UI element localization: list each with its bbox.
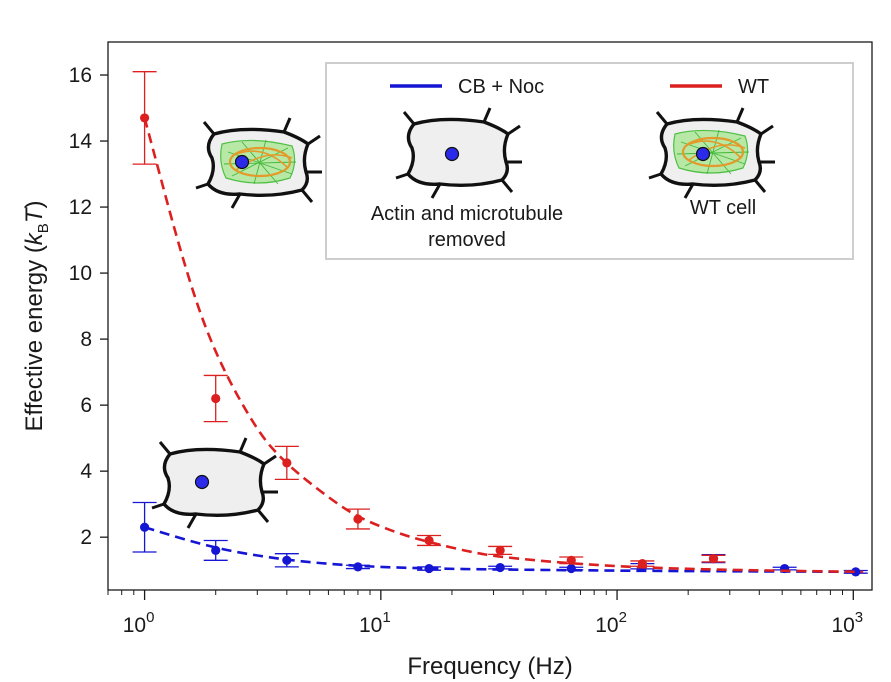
x-tick-label-exponent: 2 [619,609,627,626]
x-tick-label-base: 10 [595,614,618,637]
y-tick-label: 8 [80,328,92,351]
data-point-wt [708,554,719,564]
y-axis-title-close: ) [21,200,48,208]
x-tick-label-exponent: 3 [855,609,863,626]
data-layer [132,71,868,577]
data-point-cb-noc [211,545,221,555]
y-axis-title-k: k [21,231,48,245]
cell-illustration-cb-noc-plot [150,436,280,530]
x-tick-label: 102 [595,609,627,637]
y-tick-label: 4 [80,460,92,483]
data-point-wt [424,535,434,546]
cell-illustration-wt-plot [194,116,324,210]
data-point-cb-noc [566,563,576,574]
x-tick-label: 103 [831,609,863,637]
x-tick-label-base: 10 [359,614,382,637]
data-point-cb-noc [495,562,505,573]
plot-frame [107,41,873,591]
x-axis-title: Frequency (Hz) [407,653,572,680]
legend-label-cb-noc: CB + Noc [458,76,544,98]
data-point-wt [566,555,576,565]
wt-cell-caption: WT cell [690,197,756,219]
data-point-wt [139,113,150,123]
y-axis-title: Effective energy (kBT) [21,200,52,431]
center-cell-caption-line1: Actin and microtubule [371,203,563,225]
x-tick-label-exponent: 0 [146,609,154,626]
data-point-cb-noc [139,522,150,532]
y-tick-label: 2 [80,526,92,549]
y-tick-label: 16 [69,64,92,87]
x-tick-label-base: 10 [123,614,146,637]
x-tick-label-base: 10 [831,614,854,637]
data-point-wt [211,393,221,404]
x-tick-label-exponent: 1 [382,609,390,626]
y-tick-label: 10 [69,262,92,285]
cell-illustration-wt-legend [647,106,777,200]
data-point-cb-noc [353,562,363,572]
data-point-wt [353,514,363,524]
data-point-cb-noc [282,555,292,565]
y-tick-label: 6 [80,394,92,417]
data-point-wt [495,545,505,555]
y-axis-title-sub: B [35,223,52,233]
fit-curve-cb-noc [144,526,864,574]
data-point-wt [282,458,292,468]
center-cell-caption-line2: removed [428,229,506,251]
y-axis-title-t: T [21,206,48,223]
legend-label-wt: WT [738,76,769,98]
x-tick-label: 100 [123,609,155,637]
y-tick-label: 14 [69,130,93,153]
data-point-cb-noc [851,567,861,577]
x-tick-label: 101 [359,609,391,637]
y-tick-label: 12 [69,196,92,219]
fit-curve-wt [143,117,864,574]
cell-illustration-cb-noc-legend [394,106,524,200]
data-point-wt [637,558,647,569]
data-point-cb-noc [424,563,434,574]
y-axis-title-main: Effective energy ( [21,245,48,431]
